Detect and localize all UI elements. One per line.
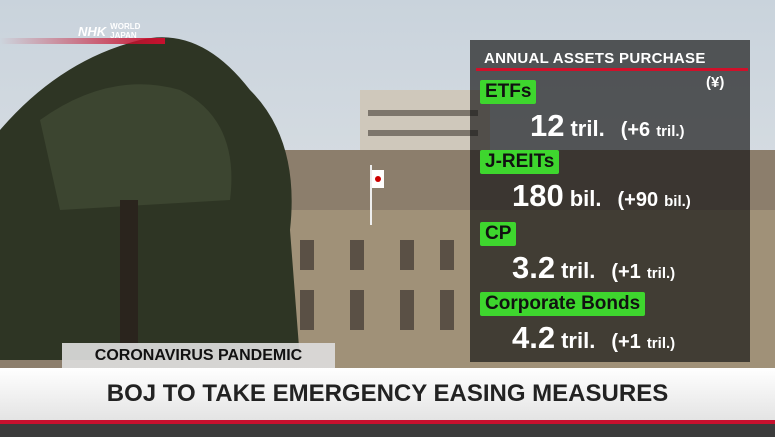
amount-unit: tril. [561,258,596,283]
logo-brand: NHK [78,23,107,39]
change: (+1 [611,261,641,283]
logo: NHK WORLD JAPAN [78,22,140,40]
item-value: 180 bil. (+90 bil.) [512,178,691,214]
bottom-strip [0,424,775,437]
item-label: ETFs [480,80,537,104]
change: (+90 [617,189,659,211]
item-label: CP [480,222,517,246]
logo-line: WORLD [110,22,141,31]
headline-bar [0,368,775,420]
item-value: 4.2 tril. (+1 tril.) [512,320,675,356]
amount: 4.2 [512,320,556,355]
change-unit: tril.) [646,335,676,352]
logo-bar [0,38,165,44]
amount-unit: tril. [570,116,605,141]
change-unit: tril.) [646,265,676,282]
amount: 3.2 [512,250,556,285]
change-unit: bil.) [664,193,691,210]
panel-rule [476,68,748,71]
headline: BOJ TO TAKE EMERGENCY EASING MEASURES [106,380,669,407]
headline-rule [0,420,775,424]
logo-text: WORLD JAPAN [110,22,140,40]
amount-unit: bil. [569,186,602,211]
logo-line: JAPAN [110,31,137,40]
item-value: 3.2 tril. (+1 tril.) [512,250,675,286]
item-label: J-REITs [480,150,560,174]
amount: 180 [512,178,564,213]
item-value: 12 tril. (+6 tril.) [530,108,685,144]
change: (+6 [620,119,651,141]
change: (+1 [611,331,641,353]
panel-title: ANNUAL ASSETS PURCHASE [484,50,706,67]
currency: (¥) [706,74,725,91]
amount: 12 [530,108,565,143]
topic-tag: CORONAVIRUS PANDEMIC [62,343,335,368]
change-unit: tril.) [656,123,685,140]
item-label: Corporate Bonds [480,292,646,316]
amount-unit: tril. [561,328,596,353]
